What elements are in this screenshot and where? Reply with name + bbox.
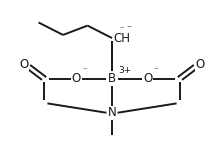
Text: CH: CH	[113, 32, 130, 45]
Text: O: O	[19, 58, 29, 71]
Text: ⁻: ⁻	[83, 66, 87, 75]
Text: O: O	[143, 72, 152, 85]
Text: B: B	[108, 72, 116, 85]
Text: ⁻: ⁻	[119, 26, 124, 35]
Text: ⁻: ⁻	[127, 25, 131, 35]
Text: O: O	[72, 72, 81, 85]
Text: CH: CH	[113, 32, 130, 45]
Text: 3+: 3+	[118, 66, 131, 75]
Text: O: O	[195, 58, 205, 71]
Text: ⁻: ⁻	[154, 66, 159, 75]
Text: N: N	[108, 106, 116, 119]
